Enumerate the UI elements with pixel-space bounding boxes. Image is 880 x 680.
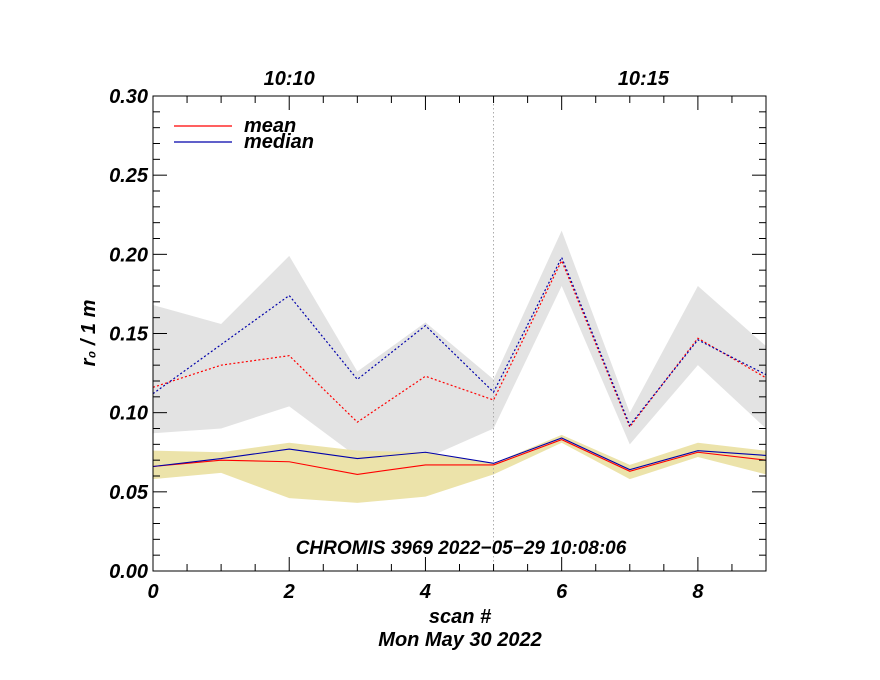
x-tick-label: 0: [147, 581, 158, 603]
mean-lower-line: [152, 438, 767, 475]
top-time-label: 10:10: [264, 68, 315, 90]
y-tick-label: 0.30: [109, 86, 148, 108]
y-tick-label: 0.25: [109, 165, 149, 187]
chart-annotation: CHROMIS 3969 2022−05−29 10:08:06: [296, 538, 627, 559]
top-time-label: 10:15: [618, 68, 670, 90]
median-legend-label: median: [244, 131, 314, 153]
band-layer: [153, 230, 766, 503]
x-tick-label: 4: [419, 581, 431, 603]
y-tick-label: 0.00: [109, 561, 148, 583]
y-tick-label: 0.10: [109, 403, 148, 425]
tick-layer: [152, 95, 767, 572]
median-lower-line: [152, 437, 767, 471]
bottom-date-label: Mon May 30 2022: [378, 629, 541, 651]
x-axis-title: scan #: [429, 606, 492, 628]
y-tick-label: 0.20: [109, 244, 148, 266]
median-upper-line: [152, 256, 767, 427]
x-tick-label: 2: [283, 581, 295, 603]
x-tick-label: 8: [692, 581, 704, 603]
y-tick-label: 0.15: [109, 324, 149, 346]
upper-range-band: [153, 230, 766, 459]
mean-upper-line: [152, 259, 767, 429]
x-tick-label: 6: [556, 581, 568, 603]
y-axis-title: r₀ / 1 m: [78, 300, 100, 367]
y-tick-label: 0.05: [109, 482, 149, 504]
mean-legend-label: mean: [244, 115, 296, 137]
series-layer: [152, 256, 767, 475]
lower-range-band: [153, 434, 766, 503]
tick-label-layer: 0 2 4 6 8 0.00 0.05 0.10 0.15 0.20 0.25 0.30 10:10 10…: [109, 68, 704, 603]
